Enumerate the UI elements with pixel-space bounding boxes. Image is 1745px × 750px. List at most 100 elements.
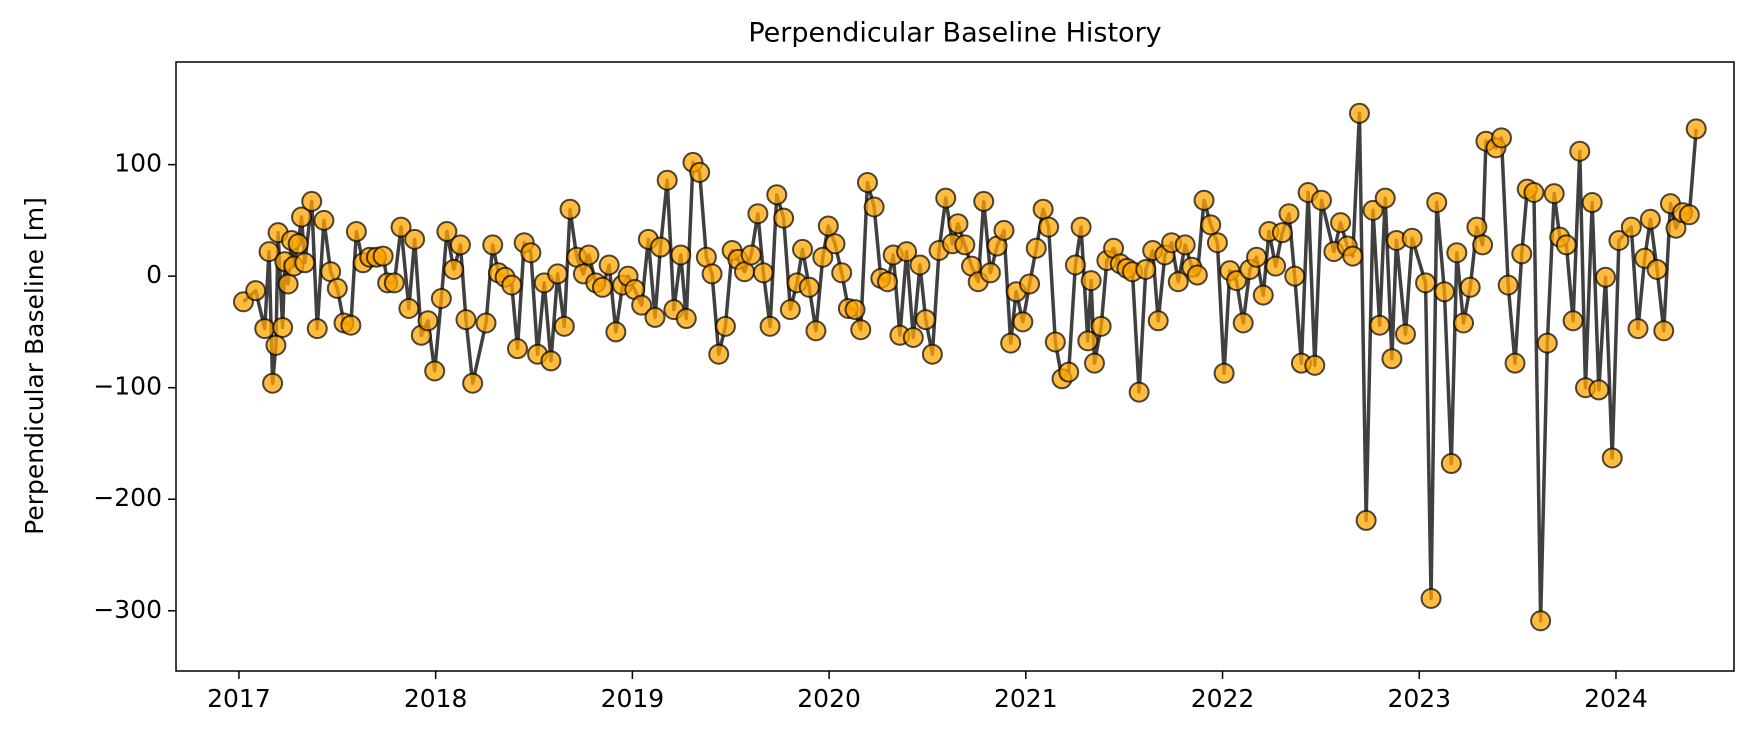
data-point: [1433, 281, 1455, 303]
data-point: [277, 273, 299, 295]
data-point: [1601, 447, 1623, 469]
data-point: [947, 213, 969, 235]
data-point: [1252, 284, 1274, 306]
x-tick-label: 2022: [1191, 684, 1255, 713]
data-point: [591, 276, 613, 298]
data-point: [993, 219, 1015, 241]
data-point: [1330, 212, 1352, 234]
data-point: [1536, 332, 1558, 354]
data-point: [1200, 214, 1222, 236]
data-point: [1310, 189, 1332, 211]
data-point: [896, 241, 918, 263]
data-point: [798, 276, 820, 298]
data-point: [1304, 354, 1326, 376]
data-point: [605, 321, 627, 343]
data-point: [1639, 208, 1661, 230]
y-tick-label: −300: [93, 595, 162, 624]
data-point: [1627, 318, 1649, 340]
data-point: [656, 169, 678, 191]
chart-title: Perpendicular Baseline History: [748, 18, 1161, 49]
x-tick-label: 2021: [994, 684, 1058, 713]
data-point: [812, 246, 834, 268]
data-point: [714, 315, 736, 337]
data-point: [482, 234, 504, 256]
data-point: [1355, 509, 1377, 531]
data-point: [1167, 271, 1189, 293]
data-point: [313, 209, 335, 231]
data-point: [1381, 348, 1403, 370]
data-point: [1064, 254, 1086, 276]
data-point: [254, 318, 276, 340]
data-point: [1440, 453, 1462, 475]
data-point: [773, 207, 795, 229]
data-point: [1278, 203, 1300, 225]
data-point: [1497, 274, 1519, 296]
data-point: [1012, 311, 1034, 333]
data-point: [1077, 330, 1099, 352]
data-point: [1608, 229, 1630, 251]
data-point: [1369, 314, 1391, 336]
data-point: [1646, 258, 1668, 280]
data-point: [340, 314, 362, 336]
x-tick-label: 2024: [1584, 684, 1648, 713]
data-point: [740, 244, 762, 266]
data-point: [1394, 323, 1416, 345]
y-tick-label: −200: [93, 483, 162, 512]
data-point: [262, 372, 284, 394]
data-point: [805, 320, 827, 342]
data-point: [921, 343, 943, 365]
data-point: [372, 245, 394, 267]
data-point: [1135, 258, 1157, 280]
data-point: [475, 312, 497, 334]
data-point: [1530, 610, 1552, 632]
data-point: [598, 254, 620, 276]
data-point: [1504, 352, 1526, 374]
data-point: [424, 360, 446, 382]
data-point: [650, 236, 672, 258]
data-point: [345, 221, 367, 243]
data-point: [1206, 232, 1228, 254]
data-point: [443, 258, 465, 280]
data-point: [1653, 320, 1675, 342]
x-tick-label: 2019: [601, 684, 665, 713]
data-point: [417, 310, 439, 332]
data-point: [1459, 276, 1481, 298]
data-point: [1523, 182, 1545, 203]
data-point: [1083, 352, 1105, 374]
data-point: [265, 334, 287, 356]
data-point: [1193, 189, 1215, 211]
plot-frame: [175, 61, 1735, 672]
data-point: [1426, 192, 1448, 214]
y-tick-label: 100: [114, 149, 162, 178]
data-point: [520, 242, 542, 264]
data-point: [436, 221, 458, 243]
data-point: [1265, 255, 1287, 277]
data-point: [1511, 243, 1533, 265]
data-point: [792, 238, 814, 260]
data-point: [1453, 312, 1475, 334]
data-point: [1466, 216, 1488, 238]
data-point: [1420, 588, 1442, 609]
data-point: [272, 316, 294, 338]
data-point: [1038, 216, 1060, 238]
data-point: [1147, 310, 1169, 332]
data-point: [779, 299, 801, 321]
y-tick-label: 0: [146, 260, 162, 289]
data-point: [398, 298, 420, 319]
data-point: [675, 308, 697, 330]
data-point: [1446, 242, 1468, 264]
data-point: [1620, 216, 1642, 238]
data-point: [831, 262, 853, 284]
data-point: [1000, 332, 1022, 354]
data-point: [326, 277, 348, 299]
data-point: [1348, 102, 1370, 124]
data-point: [462, 372, 484, 394]
data-point: [1232, 312, 1254, 334]
data-point: [766, 184, 788, 206]
data-point: [1080, 270, 1102, 292]
data-point: [817, 215, 839, 237]
data-point: [1342, 245, 1364, 267]
data-point: [1595, 266, 1617, 288]
data-point: [547, 263, 569, 285]
